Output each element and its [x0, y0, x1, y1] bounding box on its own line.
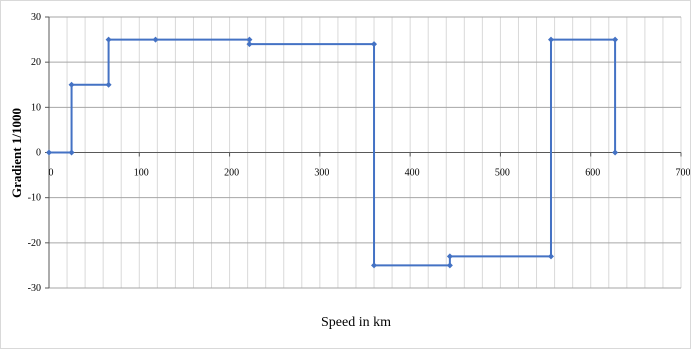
data-point-marker — [371, 41, 378, 48]
data-point-marker — [371, 262, 378, 269]
data-point-marker — [446, 253, 453, 260]
data-point-marker — [246, 36, 253, 43]
x-axis-title: Speed in km — [321, 315, 391, 330]
x-tick-label: 600 — [585, 168, 600, 179]
y-tick-label: -30 — [28, 283, 41, 294]
data-point-marker — [547, 253, 554, 260]
data-point-marker — [547, 36, 554, 43]
y-tick-label: 10 — [31, 102, 41, 113]
series-layer — [46, 36, 619, 269]
x-tick-label: 400 — [405, 168, 420, 179]
x-tick-label: 300 — [314, 168, 329, 179]
axis-layer — [45, 16, 682, 289]
series-line — [49, 38, 617, 267]
y-axis-title: Gradient 1/1000 — [9, 108, 24, 198]
data-point-marker — [68, 81, 75, 88]
data-point-marker — [612, 36, 619, 43]
data-point-marker — [446, 262, 453, 269]
data-point-marker — [152, 36, 159, 43]
y-tick-label: 30 — [31, 12, 41, 23]
y-tick-label: 20 — [31, 57, 41, 68]
data-point-marker — [46, 149, 52, 156]
data-point-marker — [612, 149, 619, 156]
y-tick-label: -10 — [28, 193, 41, 204]
y-tick-label: 0 — [36, 148, 41, 159]
data-point-marker — [68, 149, 75, 156]
data-point-marker — [105, 81, 112, 88]
data-point-marker — [105, 36, 112, 43]
y-tick-label: -20 — [28, 238, 41, 249]
x-tick-label: 100 — [134, 168, 149, 179]
data-point-marker — [246, 41, 253, 48]
x-tick-label: 700 — [676, 168, 691, 179]
x-tick-label: 200 — [224, 168, 239, 179]
x-tick-label: 500 — [495, 168, 510, 179]
tick-label-layer: 0 100 200 300 400 500 600 700 -30 -20 -10 0 10 20 30 — [28, 12, 690, 294]
x-tick-label: 0 — [49, 168, 54, 179]
